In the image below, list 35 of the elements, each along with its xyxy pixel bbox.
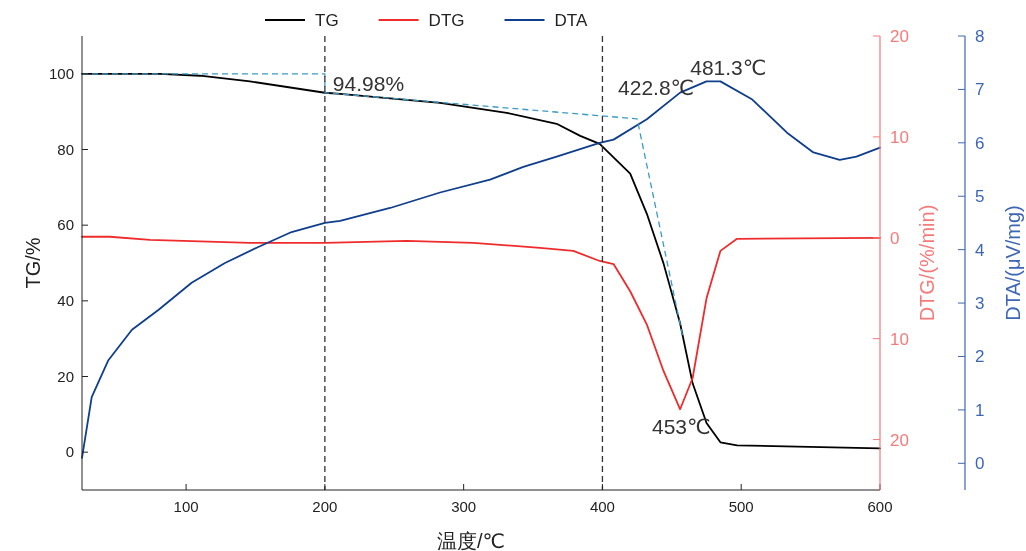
y-tick-label: 80	[57, 140, 74, 158]
y3-tick-label: 8	[975, 27, 985, 46]
y-tick-label: 40	[57, 291, 74, 309]
y-axis-title: TG/%	[22, 237, 44, 289]
y-tick-label: 0	[65, 443, 74, 461]
x-tick-label: 100	[173, 498, 199, 515]
legend-label: DTG	[428, 11, 465, 30]
y3-tick-label: 1	[975, 400, 985, 420]
y-tick-label: 60	[57, 216, 74, 234]
y3-tick-label: 0	[975, 454, 985, 474]
y2-tick-label: 10	[890, 127, 909, 147]
annotation: 94.98%	[332, 71, 405, 95]
x-tick-label: 300	[451, 498, 477, 515]
y3-tick-label: 7	[975, 80, 985, 100]
x-tick-label: 200	[312, 498, 338, 515]
y2-axis-title: DTG/(%/min)	[916, 204, 938, 322]
y3-tick-label: 6	[975, 133, 985, 153]
x-tick-label: 500	[728, 498, 754, 515]
x-tick-label: 400	[589, 498, 615, 515]
y2-tick-label: 20	[890, 430, 909, 450]
y3-axis-title: DTA/(μV/mg)	[1002, 205, 1024, 321]
y3-tick-label: 2	[975, 347, 985, 367]
annotation: 453℃	[652, 415, 711, 439]
y-tick-label: 100	[48, 64, 74, 82]
legend-label: TG	[315, 11, 339, 30]
y3-tick-label: 4	[975, 240, 985, 260]
y2-tick-label: 0	[890, 228, 900, 248]
legend-label: DTA	[554, 11, 588, 30]
y-tick-label: 20	[57, 367, 74, 385]
y3-tick-label: 5	[975, 187, 985, 207]
x-axis-title: 温度/℃	[436, 530, 506, 551]
y2-tick-label: 10	[890, 329, 909, 349]
y3-tick-label: 3	[975, 294, 985, 314]
y2-tick-label: 20	[890, 27, 909, 46]
x-tick-label: 600	[867, 498, 893, 515]
